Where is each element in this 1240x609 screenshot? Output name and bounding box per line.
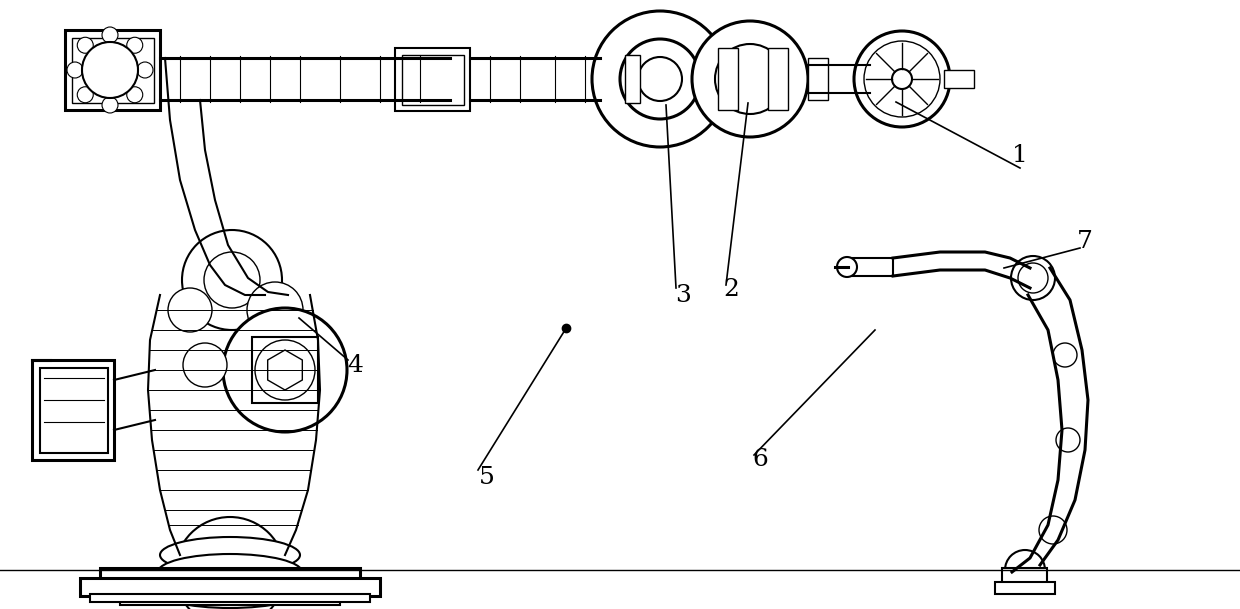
- Circle shape: [255, 340, 315, 400]
- Bar: [848, 258, 893, 276]
- Bar: [91, 594, 370, 602]
- Ellipse shape: [155, 572, 305, 608]
- Circle shape: [715, 44, 785, 114]
- Circle shape: [1056, 428, 1080, 452]
- Circle shape: [136, 62, 153, 78]
- Text: 7: 7: [1078, 230, 1092, 253]
- Circle shape: [1004, 550, 1045, 590]
- Bar: [625, 55, 640, 103]
- Bar: [100, 568, 360, 580]
- Circle shape: [1011, 256, 1055, 300]
- Circle shape: [195, 537, 265, 607]
- Bar: [252, 337, 317, 403]
- Circle shape: [126, 86, 143, 103]
- Circle shape: [692, 21, 808, 137]
- Circle shape: [223, 308, 347, 432]
- Circle shape: [1013, 553, 1037, 577]
- Text: 3: 3: [675, 284, 691, 306]
- Circle shape: [620, 39, 701, 119]
- Circle shape: [1053, 343, 1078, 367]
- Circle shape: [837, 257, 857, 277]
- Bar: [72, 38, 154, 103]
- Circle shape: [639, 57, 682, 101]
- Circle shape: [77, 86, 93, 103]
- Circle shape: [205, 252, 260, 308]
- Circle shape: [1039, 516, 1066, 544]
- Ellipse shape: [160, 537, 300, 573]
- Circle shape: [247, 282, 303, 338]
- Circle shape: [892, 69, 911, 89]
- Circle shape: [167, 288, 212, 332]
- Bar: [81, 578, 379, 596]
- Circle shape: [1018, 263, 1048, 293]
- Circle shape: [67, 62, 83, 78]
- Text: 4: 4: [347, 353, 363, 376]
- Bar: [1002, 568, 1047, 586]
- Text: 6: 6: [753, 448, 768, 471]
- Circle shape: [182, 230, 281, 330]
- Text: 5: 5: [479, 466, 495, 490]
- Text: 2: 2: [723, 278, 739, 301]
- Bar: [32, 360, 114, 460]
- Bar: [402, 55, 464, 105]
- Bar: [396, 48, 470, 111]
- Bar: [768, 48, 787, 110]
- Circle shape: [184, 343, 227, 387]
- Circle shape: [126, 37, 143, 53]
- Bar: [808, 58, 828, 100]
- Circle shape: [175, 517, 285, 609]
- Bar: [40, 368, 108, 453]
- Circle shape: [102, 27, 118, 43]
- Text: 1: 1: [1012, 144, 1028, 166]
- Bar: [718, 48, 738, 110]
- Bar: [994, 582, 1055, 594]
- Circle shape: [82, 42, 138, 98]
- Ellipse shape: [157, 554, 303, 590]
- Bar: [120, 590, 340, 605]
- Circle shape: [591, 11, 728, 147]
- Bar: [138, 570, 322, 592]
- Circle shape: [102, 97, 118, 113]
- Bar: [944, 70, 973, 88]
- Circle shape: [77, 37, 93, 53]
- Bar: [64, 30, 160, 110]
- Circle shape: [864, 41, 940, 117]
- Circle shape: [854, 31, 950, 127]
- Bar: [701, 55, 715, 103]
